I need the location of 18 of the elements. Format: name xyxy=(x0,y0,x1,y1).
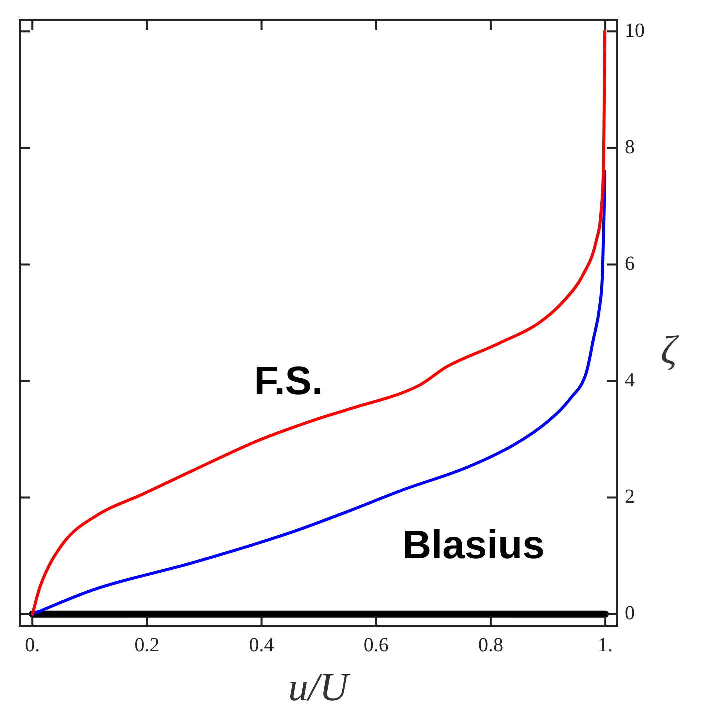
x-tick-label: 1. xyxy=(598,634,614,656)
x-tick-label: 0. xyxy=(25,634,40,656)
y-tick-label: 4 xyxy=(625,370,635,392)
y-tick-label: 8 xyxy=(625,136,635,158)
y-tick-label: 0 xyxy=(625,602,635,625)
y-tick-label: 6 xyxy=(625,252,635,275)
y-tick-label: 2 xyxy=(625,486,635,508)
y-tick-label: 10 xyxy=(625,20,645,42)
y-axis-title: ζ xyxy=(660,328,680,373)
series-label: F.S. xyxy=(254,360,324,404)
x-tick-label: 0.8 xyxy=(478,634,504,656)
series-label: Blasius xyxy=(402,523,545,568)
x-tick-label: 0.2 xyxy=(134,634,160,656)
x-axis-title: u/U xyxy=(288,664,352,710)
x-tick-label: 0.6 xyxy=(364,634,389,656)
x-tick-label: 0.4 xyxy=(249,634,274,656)
line-series xyxy=(31,30,606,616)
line-series xyxy=(31,170,606,616)
